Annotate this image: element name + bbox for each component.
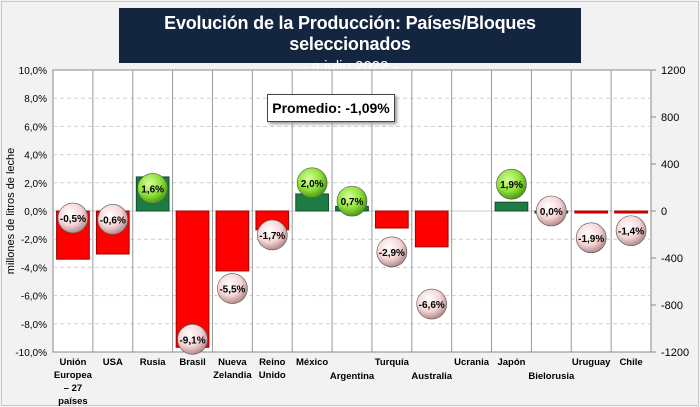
left-tick-label: -6,0% xyxy=(21,292,47,303)
bubble-9 xyxy=(416,288,448,320)
bubble-11 xyxy=(496,168,527,200)
right-tick-label: 400 xyxy=(661,159,679,171)
right-tick-label: -1200 xyxy=(661,347,689,359)
category-label: Ucrania xyxy=(454,357,490,368)
bubble-3 xyxy=(177,324,208,355)
bubble-label-0: -0,5% xyxy=(60,214,86,225)
bubble-label-7: 0,7% xyxy=(341,197,364,208)
bubble-4 xyxy=(217,273,248,304)
category-label: – 27 xyxy=(64,383,83,394)
bar-8 xyxy=(375,210,409,229)
bubble-label-3: -9,1% xyxy=(179,335,205,346)
average-annotation: Promedio: -1,09% xyxy=(267,94,395,122)
bubble-7 xyxy=(336,185,368,217)
category-label: Turquía xyxy=(375,357,410,368)
bubble-13 xyxy=(575,222,607,254)
left-tick-label: -8,0% xyxy=(21,320,47,331)
bubble-label-13: -1,9% xyxy=(578,234,604,245)
bar-9 xyxy=(414,210,449,248)
bar-14 xyxy=(614,210,648,214)
bubble-14 xyxy=(615,215,647,247)
right-tick-label: -800 xyxy=(661,300,683,312)
right-tick-label: -400 xyxy=(661,253,683,265)
left-tick-label: 8,0% xyxy=(24,94,47,105)
chart-title: Evolución de la Producción: Países/Bloqu… xyxy=(164,13,536,54)
category-label: Brasil xyxy=(179,357,205,368)
category-label: Nueva xyxy=(218,357,247,368)
left-tick-label: 0,0% xyxy=(24,207,47,218)
bubble-label-5: -1,7% xyxy=(259,231,285,242)
category-label: USA xyxy=(103,357,123,368)
chart-title-box: Evolución de la Producción: Países/Bloqu… xyxy=(119,8,581,75)
category-label: Bielorusia xyxy=(528,371,575,382)
y-axis-title: millones de litros de leche xyxy=(5,148,17,275)
bar-13 xyxy=(574,210,609,214)
category-label: Uruguay xyxy=(572,357,611,368)
bubble-label-11: 1,9% xyxy=(500,180,523,191)
left-tick-label: 4,0% xyxy=(24,151,47,162)
category-label: Reino xyxy=(259,357,286,368)
bubble-label-8: -2,9% xyxy=(379,248,405,259)
category-label: México xyxy=(296,357,328,368)
bubble-label-4: -5,5% xyxy=(219,285,245,296)
bubble-label-6: 2,0% xyxy=(301,179,324,190)
bubble-8 xyxy=(376,236,408,268)
bubble-label-9: -6,6% xyxy=(419,300,445,311)
bubble-6 xyxy=(296,167,328,199)
right-tick-label: 1200 xyxy=(661,65,685,77)
bubble-0 xyxy=(57,202,89,234)
bubble-label-12: 0,0% xyxy=(540,207,563,218)
bubble-label-1: -0,6% xyxy=(100,215,126,226)
bubble-1 xyxy=(97,204,129,235)
category-label: Unión xyxy=(59,357,86,368)
left-tick-label: -2,0% xyxy=(21,235,47,246)
category-label: países xyxy=(58,396,88,407)
right-tick-label: 800 xyxy=(661,112,679,124)
category-label: Japón xyxy=(497,357,525,368)
category-label: Argentina xyxy=(330,371,375,382)
bubble-label-2: 1,6% xyxy=(141,184,164,195)
bar-4 xyxy=(215,210,250,272)
category-label: Europea xyxy=(54,370,93,381)
category-label: Chile xyxy=(619,357,642,368)
left-tick-label: 6,0% xyxy=(24,122,47,133)
bubble-12 xyxy=(536,195,567,227)
category-label: Australia xyxy=(411,371,452,382)
category-label: Zelandia xyxy=(213,370,252,381)
bubble-label-14: -1,4% xyxy=(618,227,644,238)
left-tick-label: 10,0% xyxy=(19,66,47,77)
right-tick-label: 0 xyxy=(661,206,667,218)
bar-11 xyxy=(494,201,529,212)
bubble-2 xyxy=(137,173,168,204)
bubble-5 xyxy=(256,219,288,251)
left-tick-label: -4,0% xyxy=(21,263,47,274)
left-tick-label: -10,0% xyxy=(15,348,47,359)
category-label: Unido xyxy=(259,370,286,381)
category-label: Rusia xyxy=(140,357,167,368)
left-tick-label: 2,0% xyxy=(24,179,47,190)
